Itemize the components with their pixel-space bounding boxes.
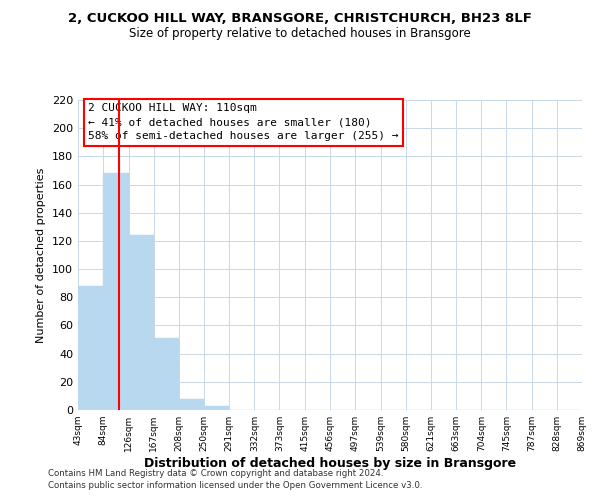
Bar <box>78 286 103 410</box>
Text: Size of property relative to detached houses in Bransgore: Size of property relative to detached ho… <box>129 28 471 40</box>
X-axis label: Distribution of detached houses by size in Bransgore: Distribution of detached houses by size … <box>144 457 516 470</box>
Text: 2 CUCKOO HILL WAY: 110sqm
← 41% of detached houses are smaller (180)
58% of semi: 2 CUCKOO HILL WAY: 110sqm ← 41% of detac… <box>88 103 398 141</box>
Text: Contains public sector information licensed under the Open Government Licence v3: Contains public sector information licen… <box>48 481 422 490</box>
Bar <box>154 338 179 410</box>
Text: 2, CUCKOO HILL WAY, BRANSGORE, CHRISTCHURCH, BH23 8LF: 2, CUCKOO HILL WAY, BRANSGORE, CHRISTCHU… <box>68 12 532 26</box>
Bar <box>103 174 128 410</box>
Bar <box>128 236 154 410</box>
Y-axis label: Number of detached properties: Number of detached properties <box>37 168 46 342</box>
Text: Contains HM Land Registry data © Crown copyright and database right 2024.: Contains HM Land Registry data © Crown c… <box>48 468 383 477</box>
Bar <box>205 406 229 410</box>
Bar <box>179 398 205 410</box>
